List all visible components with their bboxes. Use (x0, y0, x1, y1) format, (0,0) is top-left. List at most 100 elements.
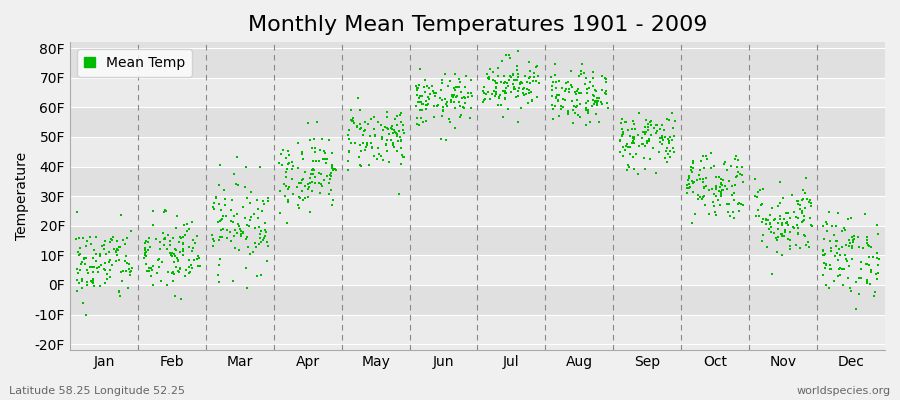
Point (119, 253, 133, 259)
Point (712, 174, 726, 180)
Point (789, 222, 804, 228)
Point (544, 93, 559, 99)
Point (521, 90, 535, 96)
Point (724, 192, 739, 198)
Point (184, 219, 199, 226)
Point (570, 91, 584, 98)
Point (626, 154, 640, 160)
Point (494, 102, 508, 108)
Point (141, 235, 156, 242)
Point (834, 243, 849, 250)
Point (686, 158, 700, 164)
Point (715, 182, 729, 188)
Point (505, 71, 519, 78)
Point (205, 203, 220, 210)
Point (548, 78, 562, 85)
Point (230, 221, 245, 227)
Point (243, 200, 257, 206)
Point (770, 236, 784, 243)
Point (598, 76, 613, 82)
Point (396, 154, 410, 160)
Point (776, 195, 790, 201)
Point (416, 119, 430, 125)
Point (687, 178, 701, 185)
Point (621, 144, 635, 150)
Point (646, 145, 661, 152)
Point (163, 238, 177, 244)
Point (525, 97, 539, 103)
Point (179, 220, 194, 227)
Point (169, 264, 184, 270)
Point (796, 217, 811, 224)
Point (390, 122, 404, 128)
Point (153, 239, 167, 246)
Point (759, 221, 773, 227)
Point (686, 180, 700, 186)
Point (430, 102, 445, 108)
Point (482, 76, 496, 82)
Point (872, 256, 886, 262)
Point (98, 238, 112, 244)
Point (138, 250, 152, 256)
Point (298, 183, 312, 189)
Point (511, 119, 526, 125)
Point (212, 218, 227, 224)
Point (841, 216, 855, 222)
Point (233, 233, 248, 239)
Point (643, 119, 657, 125)
Point (613, 138, 627, 144)
Point (303, 180, 318, 186)
Point (307, 166, 321, 173)
Point (579, 106, 593, 113)
Point (85, 279, 99, 286)
Point (635, 141, 650, 148)
Point (619, 143, 634, 149)
Point (388, 129, 402, 135)
Point (693, 167, 707, 173)
Point (584, 102, 598, 109)
Point (653, 125, 668, 132)
Point (326, 196, 340, 203)
Point (302, 184, 316, 191)
Point (319, 160, 333, 166)
Point (599, 79, 614, 85)
Point (278, 193, 293, 199)
Point (829, 242, 843, 249)
Point (176, 222, 191, 228)
Point (382, 126, 396, 132)
Point (249, 272, 264, 279)
Point (734, 172, 749, 178)
Point (447, 99, 462, 105)
Point (78, 312, 93, 318)
Point (665, 110, 680, 116)
Point (558, 97, 572, 103)
Point (72, 245, 86, 251)
Point (688, 211, 702, 217)
Point (684, 164, 698, 170)
Point (184, 262, 198, 268)
Point (89, 234, 104, 240)
Point (765, 205, 779, 211)
Point (383, 137, 398, 143)
Point (239, 284, 254, 291)
Point (823, 209, 837, 215)
Point (183, 269, 197, 276)
Point (227, 171, 241, 178)
Point (243, 189, 257, 195)
Point (548, 94, 562, 100)
Point (797, 190, 812, 197)
Point (415, 100, 429, 107)
Point (382, 159, 396, 166)
Point (732, 199, 746, 206)
Point (167, 293, 182, 299)
Point (216, 226, 230, 232)
Point (448, 83, 463, 90)
Point (425, 83, 439, 89)
Point (191, 252, 205, 259)
Point (587, 101, 601, 108)
Point (791, 225, 806, 231)
Point (490, 80, 504, 86)
Point (489, 85, 503, 92)
Point (79, 282, 94, 288)
Point (278, 155, 293, 161)
